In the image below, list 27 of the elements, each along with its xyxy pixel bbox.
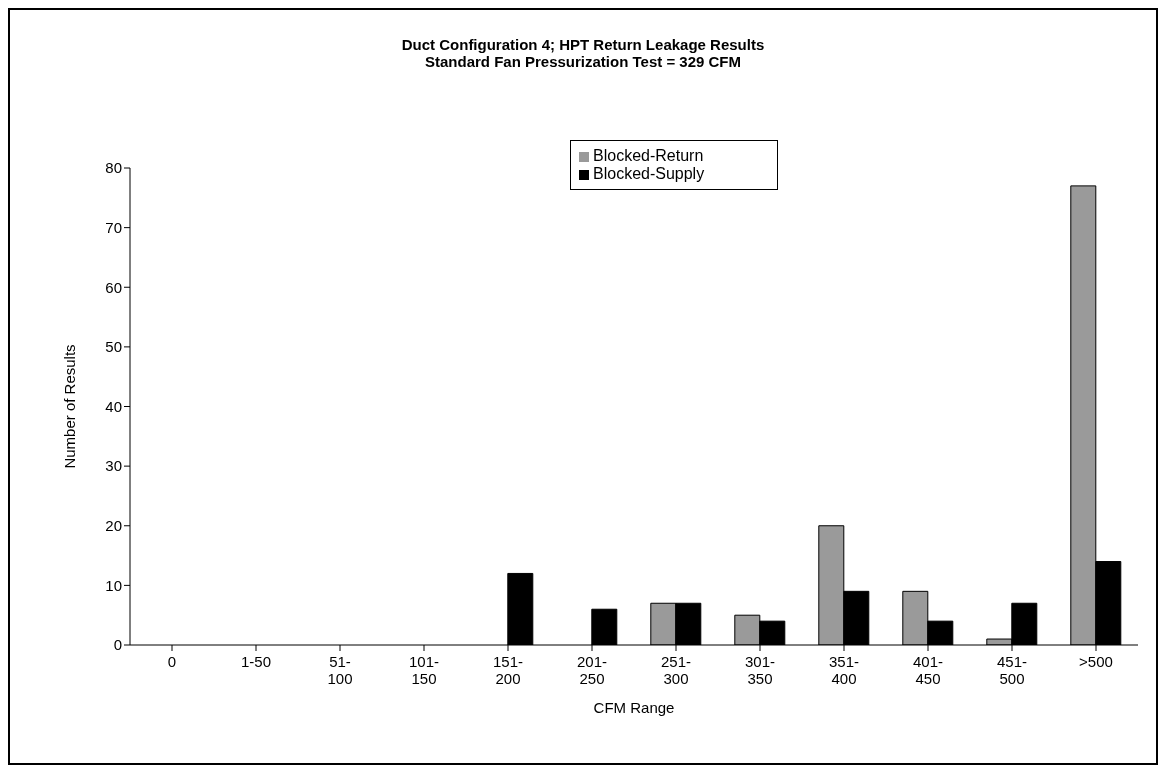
y-tick-label: 10 <box>105 576 122 594</box>
x-tick-label: >500 <box>1079 653 1113 670</box>
y-tick-label: 30 <box>105 457 122 475</box>
chart-subtitle: Standard Fan Pressurization Test = 329 CFM <box>423 53 743 70</box>
y-tick-label: 20 <box>105 517 122 535</box>
y-tick-label: 60 <box>105 278 122 296</box>
x-tick-label: 101- 150 <box>408 653 440 687</box>
x-tick-label: 151- 200 <box>492 653 524 687</box>
y-tick-label: 0 <box>113 636 122 654</box>
x-tick-label: 451- 500 <box>996 653 1028 687</box>
y-tick-label: 80 <box>105 159 122 177</box>
legend-label: Blocked-Return <box>593 147 704 164</box>
x-tick-label: 51- 100 <box>327 653 353 687</box>
y-axis-title: Number of Results <box>61 344 79 469</box>
x-axis-title: CFM Range <box>593 699 675 716</box>
y-tick-label: 40 <box>105 397 122 415</box>
x-tick-label: 401- 450 <box>912 653 944 687</box>
y-tick-label: 70 <box>105 218 122 236</box>
x-tick-label: 301- 350 <box>744 653 776 687</box>
legend-label: Blocked-Supply <box>593 165 705 182</box>
y-tick-label: 50 <box>105 338 122 356</box>
x-tick-label: 201- 250 <box>576 653 608 687</box>
x-tick-label: 351- 400 <box>828 653 860 687</box>
x-tick-label: 1-50 <box>240 653 272 670</box>
x-tick-label: 0 <box>167 653 177 670</box>
x-tick-label: 251- 300 <box>660 653 692 687</box>
chart-title: Duct Configuration 4; HPT Return Leakage Results <box>400 36 766 53</box>
